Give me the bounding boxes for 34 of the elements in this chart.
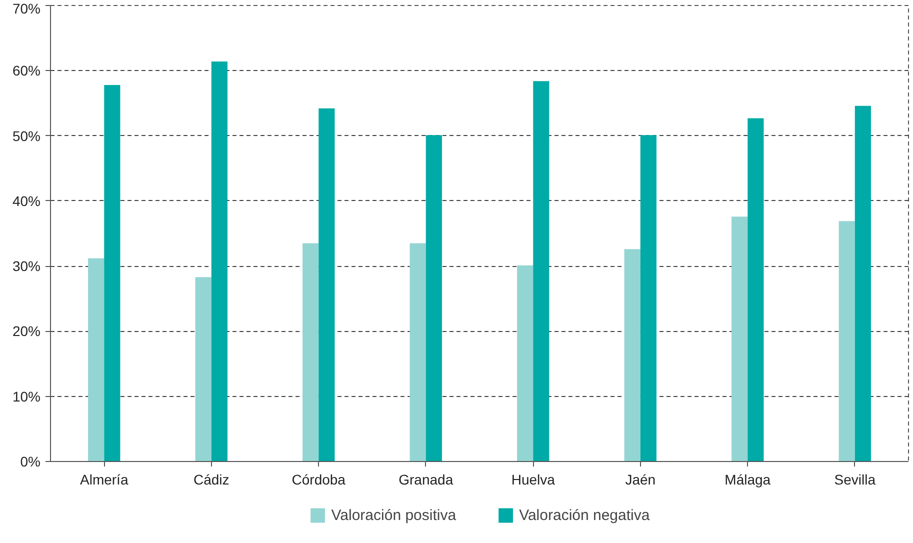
bar [88,258,104,462]
legend-label: Valoración positiva [331,506,456,524]
x-tick-label: Cádiz [193,472,230,488]
y-tick-label: 30% [12,258,41,274]
y-tick-label: 40% [12,192,41,209]
y-tick-label: 70% [12,0,41,16]
bar [624,249,640,462]
bar [640,135,656,462]
x-tick-label: Málaga [724,472,771,488]
x-tick-label: Huelva [511,472,556,488]
x-tick-label: Sevilla [834,472,876,488]
bar [410,243,426,462]
bar [854,106,871,462]
x-tick-label: Almería [80,472,128,488]
y-tick-label: 20% [12,323,41,340]
x-tick-label: Granada [398,472,454,488]
bar [748,118,764,462]
bar [195,277,212,462]
bar [211,62,228,462]
legend-label: Valoración negativa [519,506,650,524]
bar [318,108,335,462]
y-tick-label: 50% [12,128,41,144]
bar [838,221,855,462]
bar [533,81,550,462]
bar [302,243,319,462]
y-tick-label: 10% [12,388,41,404]
y-tick-label: 0% [20,454,40,470]
y-tick-label: 60% [12,62,41,79]
bar [517,265,534,462]
bar [104,84,120,462]
x-tick-label: Córdoba [292,472,346,488]
bar [426,135,442,462]
x-tick-label: Jaén [625,472,656,488]
bar [732,216,748,462]
